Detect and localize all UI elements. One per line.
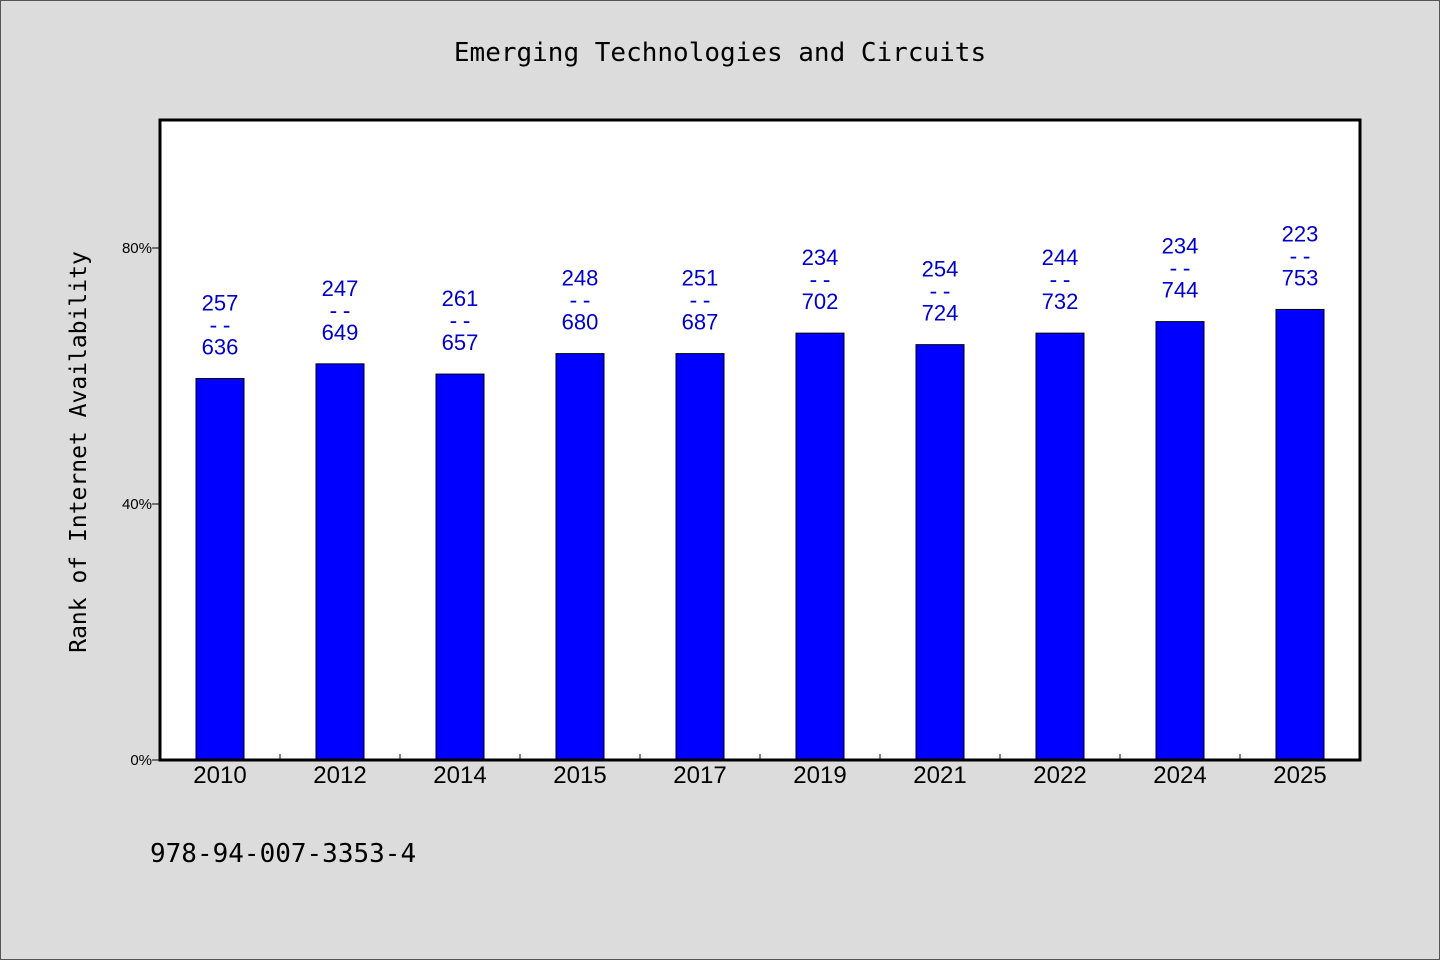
bar-value-label: 234 --744: [1162, 234, 1199, 303]
bar-value-label: 254 --724: [922, 257, 959, 326]
x-tick-label: 2015: [553, 762, 606, 789]
x-tick-label: 2022: [1033, 762, 1086, 789]
bar-value-label-line: 732: [1042, 289, 1079, 314]
bar-value-label-line: 261: [442, 286, 479, 311]
bar-value-label-line: --: [447, 309, 474, 334]
bar: [1035, 332, 1085, 761]
bar-value-label-line: 636: [202, 335, 239, 360]
bar-value-label: 223 --753: [1282, 221, 1319, 290]
x-tick-label: 2010: [193, 762, 246, 789]
bar-value-label-line: 724: [922, 301, 959, 326]
bar: [195, 378, 245, 761]
bar-value-label-line: 223: [1282, 221, 1319, 246]
bar-value-label: 244 --732: [1042, 245, 1079, 314]
bar-value-label: 248 --680: [562, 266, 599, 335]
bar-value-label-line: 257: [202, 291, 239, 316]
bar-value-label-line: 744: [1162, 278, 1199, 303]
x-axis-ticks: 2010 2012 2014 2015 2017 2019 2021 2022 2024 2025: [193, 754, 1327, 789]
bar: [435, 373, 485, 761]
bar-value-label-line: --: [327, 299, 354, 324]
bar-value-label-line: 687: [682, 310, 719, 335]
bar-value-label-line: 753: [1282, 265, 1319, 290]
bar-value-label: 257 --636: [202, 291, 239, 360]
bar-value-label-line: 244: [1042, 245, 1079, 270]
bar-value-label: 247 --649: [322, 276, 359, 345]
chart-title: Emerging Technologies and Circuits: [454, 38, 986, 68]
bar-value-label-line: 254: [922, 257, 959, 282]
bar-value-label-line: --: [807, 268, 834, 293]
bar-value-label-line: --: [687, 289, 714, 314]
bar-value-label-line: --: [1047, 268, 1074, 293]
bar-value-label: 261 --657: [442, 286, 479, 355]
bar: [675, 353, 725, 761]
bar-value-label-line: 234: [1162, 234, 1199, 259]
bar-value-label-line: 657: [442, 330, 479, 355]
x-tick-label: 2021: [913, 762, 966, 789]
x-tick-label: 2024: [1153, 762, 1206, 789]
bar-value-label-line: 247: [322, 276, 359, 301]
x-tick-label: 2012: [313, 762, 366, 789]
bar-value-label-line: --: [1167, 257, 1194, 282]
bar-value-label-line: 251: [682, 266, 719, 291]
y-tick-label: 40%: [122, 496, 152, 513]
bar-value-label-line: 680: [562, 310, 599, 335]
bar-value-label-line: --: [1287, 244, 1314, 269]
bar-value-label-line: --: [927, 280, 954, 305]
y-tick-label: 0%: [130, 752, 152, 769]
bar: [915, 344, 965, 761]
bar-value-label-line: --: [207, 314, 234, 339]
bar-value-label-line: --: [567, 289, 594, 314]
bar: [315, 363, 365, 761]
bar-value-label-line: 649: [322, 320, 359, 345]
x-tick-label: 2017: [673, 762, 726, 789]
y-axis-label: Rank of Internet Availability: [66, 251, 92, 653]
bar: [1155, 321, 1205, 761]
bar-value-label-line: 234: [802, 245, 839, 270]
bar-value-label-line: 702: [802, 289, 839, 314]
footer-text: 978-94-007-3353-4: [150, 839, 416, 869]
y-tick-label: 80%: [122, 240, 152, 257]
bar-value-label: 234 --702: [802, 245, 839, 314]
bar: [1275, 308, 1325, 761]
y-axis-ticks: 0% 40% 80%: [122, 240, 160, 769]
x-tick-label: 2025: [1273, 762, 1326, 789]
bar-value-label-line: 248: [562, 266, 599, 291]
bar: [555, 353, 605, 761]
bars-layer: [195, 308, 1325, 761]
bar: [795, 332, 845, 761]
x-tick-label: 2019: [793, 762, 846, 789]
x-tick-label: 2014: [433, 762, 486, 789]
bar-value-label: 251 --687: [682, 266, 719, 335]
